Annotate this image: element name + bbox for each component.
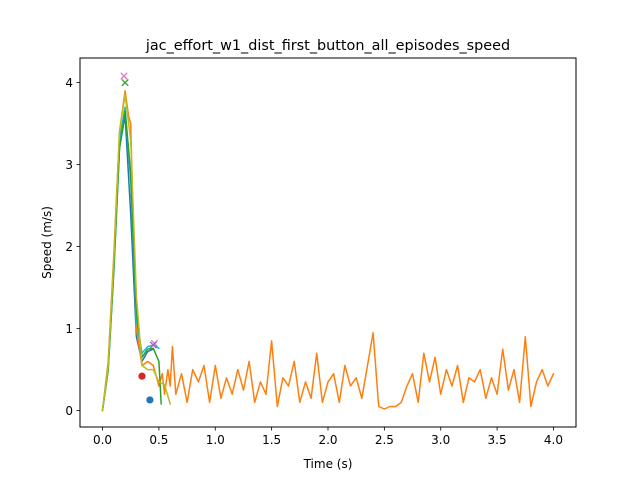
y-tick-label: 0: [65, 404, 73, 418]
x-tick-label: 3.5: [488, 433, 507, 447]
y-tick-label: 3: [65, 158, 73, 172]
series-marker-6: [120, 72, 128, 80]
x-tick-label: 3.0: [431, 433, 450, 447]
y-tick-label: 4: [65, 76, 73, 90]
series-marker-4: [121, 78, 129, 87]
x-tick-label: 4.0: [544, 433, 563, 447]
y-tick-label: 2: [65, 240, 73, 254]
x-tick-label: 2.5: [375, 433, 394, 447]
plot-area: [101, 72, 555, 412]
y-tick-label: 1: [65, 322, 73, 336]
x-tick-label: 2.0: [318, 433, 337, 447]
chart-title: jac_effort_w1_dist_first_button_all_epis…: [145, 38, 510, 54]
y-axis: 0 1 2 3 4: [65, 76, 80, 418]
x-axis: 0.0 0.5 1.0 1.5 2.0 2.5 3.0 3.5 4.0: [93, 427, 563, 447]
series-marker-2: [138, 372, 146, 380]
series-marker-7: [149, 341, 157, 349]
series-line-1: [101, 90, 555, 412]
x-tick-label: 1.0: [206, 433, 225, 447]
x-tick-label: 0.5: [149, 433, 168, 447]
x-tick-label: 1.5: [262, 433, 281, 447]
x-axis-label: Time (s): [303, 457, 353, 471]
series-line-5: [101, 94, 171, 412]
y-axis-label: Speed (m/s): [40, 206, 54, 279]
series-marker-0: [146, 396, 154, 404]
x-tick-label: 0.0: [93, 433, 112, 447]
